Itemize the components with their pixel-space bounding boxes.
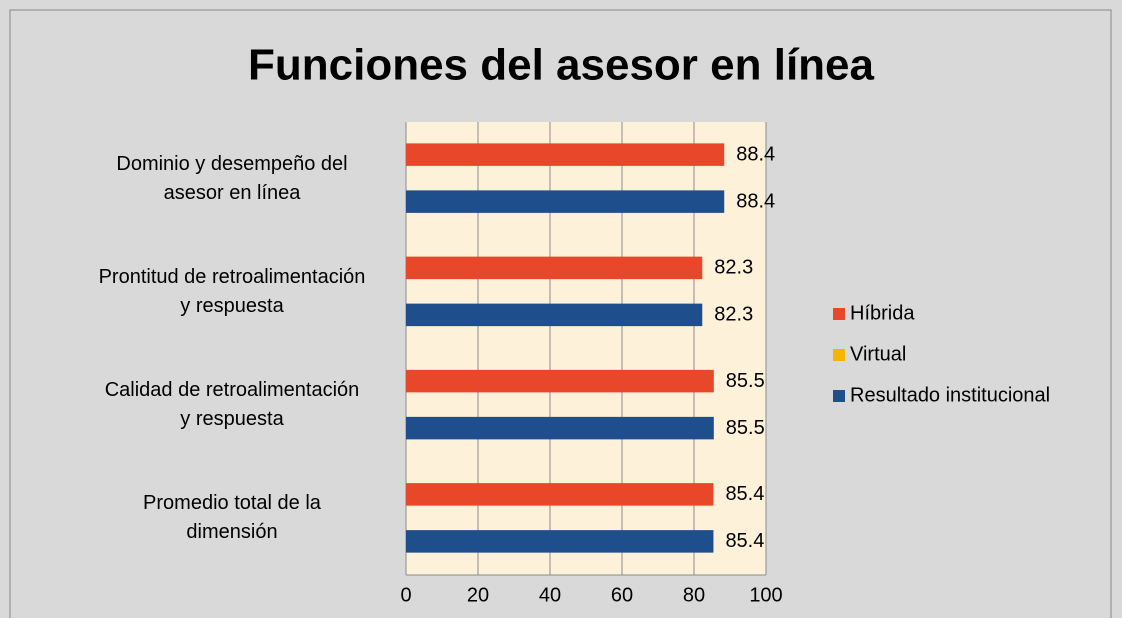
- legend-swatch: [833, 390, 845, 402]
- x-tick-label: 40: [539, 584, 561, 606]
- bar: [406, 256, 703, 280]
- x-tick-label: 60: [611, 584, 633, 606]
- y-tick-label: Calidad de retroalimentación y respuesta: [104, 379, 360, 431]
- plot-area: [406, 122, 766, 575]
- legend-label: Virtual: [850, 343, 906, 365]
- chart-title: Funciones del asesor en línea: [248, 41, 875, 90]
- x-tick-label: 100: [749, 584, 782, 606]
- data-label: 85.4: [725, 483, 764, 505]
- x-tick-label: 20: [467, 584, 489, 606]
- data-label: 82.3: [714, 257, 753, 279]
- legend-swatch: [833, 308, 845, 320]
- y-tick-label: Prontitud de retroalimentación y respues…: [98, 265, 366, 317]
- data-label: 88.4: [736, 143, 775, 165]
- x-tick-label: 0: [400, 584, 411, 606]
- data-label: 85.5: [726, 417, 765, 439]
- data-label: 88.4: [736, 190, 775, 212]
- y-tick-label: Dominio y desempeño del asesor en línea: [116, 152, 348, 204]
- bar: [406, 530, 714, 553]
- bar: [406, 143, 725, 166]
- data-label: 85.5: [726, 370, 765, 392]
- data-label: 82.3: [714, 304, 753, 326]
- data-label: 85.4: [725, 530, 764, 552]
- y-tick-label: Promedio total de la dimensión: [143, 492, 321, 544]
- bar: [406, 190, 725, 213]
- legend-swatch: [833, 349, 845, 361]
- bar: [406, 416, 714, 440]
- bar: [406, 483, 714, 506]
- legend-label: Híbrida: [850, 302, 915, 324]
- bar: [406, 369, 714, 393]
- x-tick-label: 80: [683, 584, 705, 606]
- legend-label: Resultado institucional: [850, 384, 1050, 406]
- bar: [406, 303, 703, 327]
